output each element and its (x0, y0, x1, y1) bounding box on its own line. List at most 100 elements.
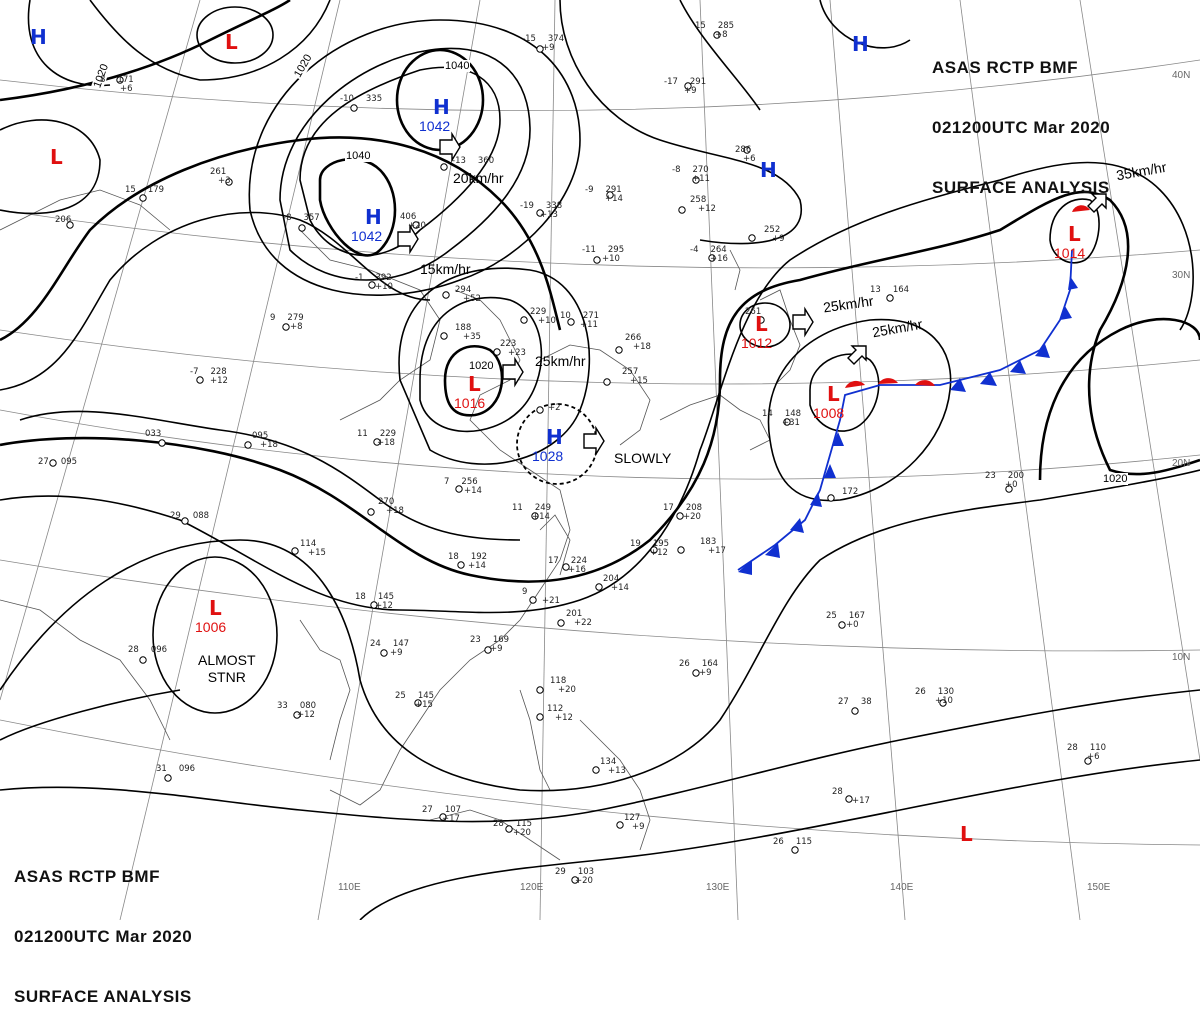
station-plot: 286 +6 (735, 146, 756, 164)
station-pressure: 285 (717, 21, 735, 31)
weather-map (0, 0, 1200, 920)
station-temp: 27 (838, 697, 849, 707)
station-pressure: 291 (689, 77, 707, 87)
station-temp: 26 (679, 659, 690, 669)
station-plot: 270 +18 (378, 498, 404, 516)
station-plot: -4 264 +16 (690, 246, 728, 264)
motion-speed-label: 25km/hr (535, 353, 586, 369)
chart-header-top: ASAS RCTP BMF 021200UTC Mar 2020 SURFACE… (932, 18, 1110, 218)
station-temp: 10 (560, 311, 571, 321)
lon-label: 110E (338, 882, 361, 893)
station-plot: 10 271 +11 (560, 312, 599, 330)
station-plot: 095 +18 (252, 432, 278, 450)
station-tendency: +35 (463, 332, 481, 342)
station-pressure: 164 (892, 285, 910, 295)
station-plot: 188 +35 (455, 324, 481, 342)
station-pressure: 096 (150, 645, 168, 655)
header-line-3: SURFACE ANALYSIS (14, 987, 192, 1006)
lon-label: 150E (1087, 882, 1111, 893)
station-temp: 9 (270, 313, 276, 323)
station-plot: 28 115 +20 (493, 820, 532, 838)
station-tendency: +10 (538, 316, 556, 326)
station-temp: 18 (448, 552, 459, 562)
station-tendency: +9 (684, 86, 697, 96)
station-plot: 28 110 +6 (1067, 744, 1106, 762)
station-tendency: +15 (415, 700, 433, 710)
station-plot: 28 096 (128, 646, 167, 655)
station-pressure: 110 (1089, 743, 1107, 753)
station-plot: 29 103 +20 (555, 868, 594, 886)
station-tendency: +9 (772, 234, 785, 244)
station-pressure: 406 (400, 212, 417, 222)
isobar-label: 1040 (444, 60, 471, 72)
station-pressure: 130 (937, 687, 955, 697)
station-plot: 406 +20 (400, 213, 426, 231)
high-symbol: H (546, 425, 563, 449)
station-plot: 172 (842, 488, 858, 497)
station-pressure: 095 (60, 457, 78, 467)
low-symbol: L (209, 596, 222, 620)
low-symbol: L (827, 382, 840, 406)
station-plot: -11 295 +10 (582, 246, 624, 264)
station-tendency: +10 (375, 282, 393, 292)
station-pressure: 096 (178, 764, 196, 774)
station-plot: 26 115 (773, 838, 812, 847)
station-plot: 134 +13 (600, 758, 626, 776)
station-plot: -17 291 +9 (664, 78, 706, 96)
station-temp: -13 (452, 156, 466, 166)
high-symbol: H (852, 32, 869, 56)
station-plot: 252 +9 (764, 226, 785, 244)
station-pressure: 270 (378, 497, 395, 507)
station-tendency: +10 (602, 254, 620, 264)
station-plot: 24 147 +9 (370, 640, 409, 658)
station-pressure: 291 (605, 185, 622, 195)
station-plot: 223 +23 (500, 340, 526, 358)
isobar-label: 1020 (1102, 473, 1129, 485)
lat-label: 20N (1172, 458, 1191, 469)
station-temp: 17 (548, 556, 559, 566)
station-temp: 27 (38, 457, 49, 467)
station-pressure: 257 (622, 367, 639, 377)
station-plot: 206 (55, 216, 71, 225)
station-plot: -19 338 +13 (520, 202, 562, 220)
station-pressure: 264 (710, 245, 727, 255)
station-tendency: +0 (846, 620, 859, 630)
station-tendency: +9 (542, 43, 555, 53)
station-tendency: +20 (558, 685, 576, 695)
station-pressure: 360 (477, 156, 495, 166)
motion-speed-label: 20km/hr (453, 170, 504, 186)
station-plot: 17 208 +20 (663, 504, 702, 522)
station-plot: 27 107 +17 (422, 806, 461, 824)
station-tendency: +14 (611, 583, 629, 593)
station-plot: 27 095 (38, 458, 77, 467)
station-temp: 23 (985, 471, 996, 481)
station-temp: 27 (422, 805, 433, 815)
station-plot: -8 270 +11 (672, 166, 710, 184)
station-pressure: 200 (1007, 471, 1025, 481)
station-tendency: +12 (297, 710, 315, 720)
chart-header-bottom: ASAS RCTP BMF 021200UTC Mar 2020 SURFACE… (14, 827, 192, 1027)
station-plot: 257 +15 (622, 368, 648, 386)
station-plot: 201 +22 (566, 610, 592, 628)
station-plot: -9 291 +14 (585, 186, 623, 204)
station-temp: 26 (773, 837, 784, 847)
station-tendency: +20 (513, 828, 531, 838)
isobars (0, 0, 1200, 920)
station-plot: 18 192 +14 (448, 553, 487, 571)
station-tendency: +6 (1087, 752, 1100, 762)
station-tendency: +14 (464, 486, 482, 496)
station-temp: 9 (522, 587, 528, 597)
station-temp: 28 (1067, 743, 1078, 753)
station-pressure: 223 (500, 339, 517, 349)
low-symbol: L (960, 822, 973, 846)
station-plot: +2 (548, 404, 561, 413)
station-pressure: 115 (515, 819, 533, 829)
lat-label: 10N (1172, 652, 1191, 663)
station-tendency: +3 (218, 176, 231, 186)
station-plot: 29 088 (170, 512, 209, 521)
station-tendency: +8 (715, 30, 728, 40)
station-pressure: 261 (745, 307, 762, 317)
station-temp: 14 (762, 409, 773, 419)
station-temp: 28 (832, 787, 843, 797)
station-pressure: 147 (392, 639, 410, 649)
